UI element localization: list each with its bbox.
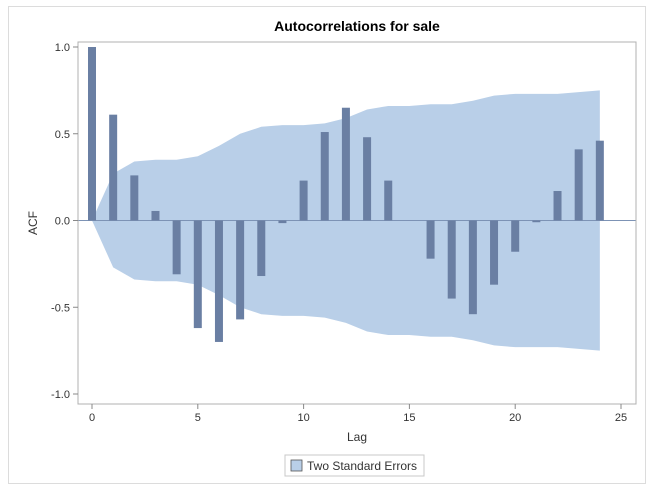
legend-label-two-standard-errors: Two Standard Errors: [307, 459, 417, 473]
x-tick-label: 25: [615, 412, 627, 424]
acf-bar-lag-0: [88, 47, 96, 221]
x-tick-label: 15: [403, 412, 415, 424]
plot-area-border: [77, 41, 637, 405]
acf-bar-lag-22: [553, 191, 562, 221]
acf-bar-lag-24: [595, 140, 604, 221]
x-tick-label: 10: [297, 412, 309, 424]
y-tick-label: 1.0: [55, 42, 70, 54]
acf-bar-lag-10: [299, 180, 308, 221]
x-tick-label: 5: [195, 412, 201, 424]
x-tick-label: 20: [509, 412, 521, 424]
y-tick-label: 0.5: [55, 129, 70, 141]
legend-swatch-two-standard-errors: [290, 459, 303, 472]
acf-bar-lag-14: [384, 180, 393, 221]
acf-bar-lag-13: [363, 137, 372, 221]
legend-border: [284, 454, 425, 477]
acf-bar-lag-6: [214, 220, 223, 342]
acf-bar-lag-4: [172, 220, 181, 275]
acf-bar-lag-11: [320, 132, 329, 221]
acf-bar-lag-2: [130, 175, 139, 221]
chart-title: Autocorrelations for sale: [274, 18, 440, 34]
acf-bar-lag-18: [468, 220, 477, 315]
y-tick-label: -1.0: [51, 389, 70, 401]
acf-bar-lag-21: [532, 220, 541, 223]
chart-frame: [8, 6, 646, 484]
y-axis-label: ACF: [26, 211, 40, 235]
acf-bar-lag-20: [511, 220, 520, 252]
x-tick-label: 0: [89, 412, 95, 424]
acf-bar-lag-9: [278, 220, 287, 224]
legend: Two Standard Errors: [284, 454, 425, 477]
acf-bar-lag-16: [426, 220, 435, 259]
y-tick-label: -0.5: [51, 302, 70, 314]
y-tick-label: 0.0: [55, 216, 70, 228]
acf-bar-lag-19: [490, 220, 499, 285]
x-axis-label: Lag: [347, 430, 367, 444]
acf-bar-lag-7: [236, 220, 245, 320]
acf-bar-lag-1: [109, 114, 118, 221]
acf-bar-lag-5: [193, 220, 202, 329]
acf-bar-lag-23: [574, 149, 583, 221]
acf-bar-lag-3: [151, 210, 160, 221]
acf-bar-lag-17: [447, 220, 456, 299]
acf-bar-lag-12: [341, 107, 350, 221]
acf-bar-lag-8: [257, 220, 266, 277]
